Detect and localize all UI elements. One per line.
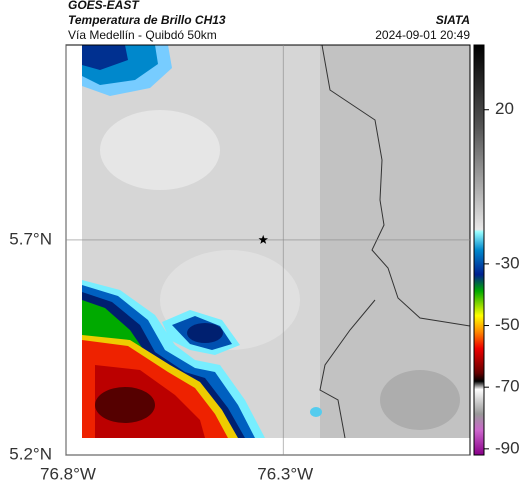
x-tick-label: 76.3°W [257, 464, 313, 483]
subtitle: Temperatura de Brillo CH13 [68, 13, 226, 27]
cold-cloud [95, 387, 155, 423]
location-marker [258, 234, 268, 244]
colorbar-tick-label: 20 [495, 99, 514, 118]
cold-cloud [310, 407, 322, 417]
imagery [82, 45, 470, 438]
colorbar-tick-label: -30 [495, 253, 520, 272]
colorbar-tick-label: -90 [495, 438, 520, 457]
colorbar-tick-label: -50 [495, 315, 520, 334]
cold-cloud [82, 45, 128, 70]
y-tick-label: 5.7°N [9, 229, 52, 248]
region: Vía Medellín - Quibdó 50km [68, 28, 217, 42]
timestamp: 2024-09-01 20:49 [375, 28, 470, 42]
colorbar [473, 44, 485, 456]
cloud-field [100, 110, 220, 190]
y-tick-label: 5.2°N [9, 444, 52, 463]
header: GOES-EAST Temperatura de Brillo CH13 Vía… [68, 0, 470, 42]
cloud-field [380, 370, 460, 430]
x-tick-label: 76.8°W [40, 464, 96, 483]
border [319, 299, 376, 438]
axes: 76.8°W 76.3°W 5.2°N 5.7°N 20 -30 -50 -70 -90 [9, 45, 520, 483]
source: SIATA [436, 13, 470, 27]
title: GOES-EAST [68, 0, 140, 12]
colorbar-tick-label: -70 [495, 377, 520, 396]
cold-cloud [187, 323, 223, 343]
cloud-field [320, 45, 470, 438]
border [321, 45, 470, 327]
